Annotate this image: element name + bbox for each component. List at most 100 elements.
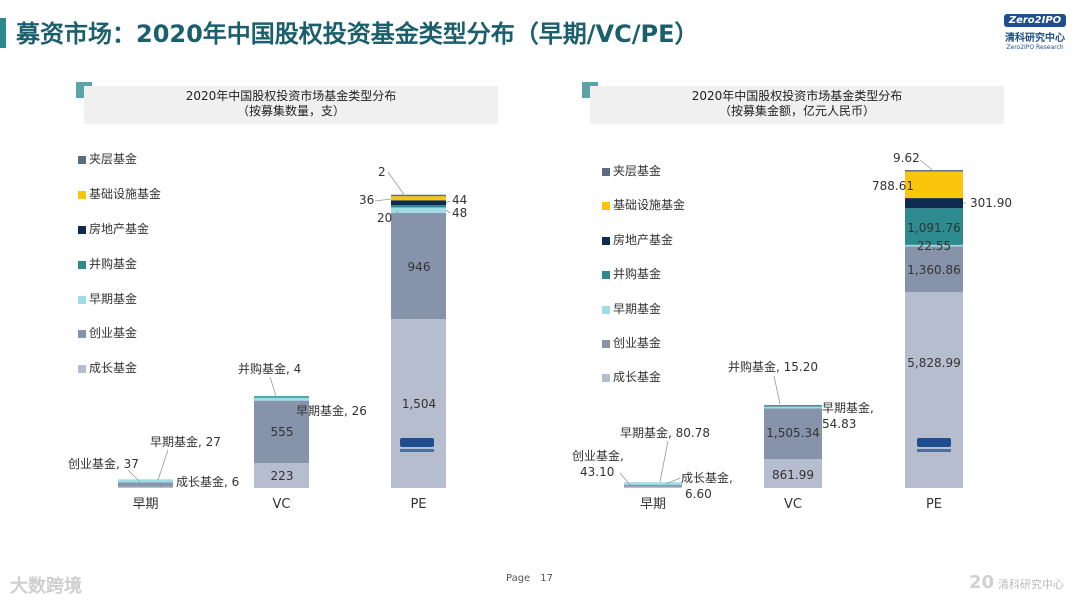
- data-label: 并购基金, 4: [238, 361, 301, 376]
- pe-bar-logo-left-sub: [400, 449, 434, 452]
- data-label: 早期基金, 27: [150, 434, 221, 449]
- logo-en-text: Zero2IPO Research: [1006, 44, 1064, 51]
- bar-segment: [118, 486, 173, 488]
- data-label: 861.99: [772, 468, 814, 482]
- pe-bar-logo-right-sub: [917, 449, 951, 452]
- data-label: 创业基金,: [572, 448, 624, 463]
- page-label: Page: [506, 573, 531, 584]
- data-label: 20: [377, 211, 392, 225]
- leader-line: [817, 407, 821, 411]
- legend-item: 基础设施基金: [78, 185, 161, 202]
- legend-item: 早期基金: [602, 300, 661, 317]
- data-label: 6.60: [685, 487, 712, 501]
- bar-segment: [391, 212, 446, 320]
- data-label: 223: [271, 469, 294, 483]
- x-tick-label: PE: [410, 497, 426, 512]
- data-label: 555: [271, 425, 294, 439]
- chart-right-subtitle: （按募集金额，亿元人民币）: [718, 104, 875, 118]
- bar-segment: [254, 462, 309, 488]
- x-tick-label: PE: [926, 497, 942, 512]
- data-label: 2: [378, 165, 386, 179]
- x-tick-label: 早期: [640, 497, 666, 512]
- bar-segment: [254, 396, 309, 398]
- page-title: 募资市场：2020年中国股权投资基金类型分布（早期/VC/PE）: [16, 20, 699, 48]
- page-number: 17: [540, 573, 553, 584]
- bar-segment: [905, 171, 963, 199]
- legend-item: 早期基金: [78, 290, 137, 307]
- panel-right-header: 2020年中国股权投资市场基金类型分布 （按募集金额，亿元人民币）: [590, 86, 1004, 124]
- bar-segment: [391, 196, 446, 201]
- bar-segment: [905, 244, 963, 247]
- data-label: 早期基金, 26: [296, 403, 367, 418]
- data-label: 54.83: [822, 417, 856, 431]
- zero2ipo-logo: Zero2IPO 清科研究中心 Zero2IPO Research: [1004, 14, 1066, 51]
- x-tick-label: VC: [273, 497, 291, 512]
- footer-page: Page 17: [506, 573, 553, 584]
- data-label: 9.62: [893, 151, 920, 165]
- leader-line: [127, 469, 141, 483]
- leader-line: [619, 472, 631, 486]
- bar-segment: [254, 397, 309, 401]
- bar-segment: [764, 408, 822, 460]
- legend-item: 创业基金: [602, 334, 661, 351]
- logo-cn-text: 清科研究中心: [1005, 33, 1065, 44]
- bar-segment: [905, 198, 963, 209]
- legend-item: 基础设施基金: [602, 196, 685, 213]
- leader-line: [773, 375, 781, 405]
- leader-line: [445, 200, 451, 204]
- leader-line: [391, 210, 399, 219]
- leader-line: [157, 449, 169, 481]
- data-label: 1,504: [402, 397, 436, 411]
- legend-item: 夹层基金: [602, 162, 661, 179]
- legend-item: 并购基金: [602, 265, 661, 282]
- data-label: 成长基金, 6: [176, 474, 239, 489]
- bar-segment: [764, 459, 822, 488]
- data-label: 并购基金, 15.20: [728, 359, 818, 374]
- data-label: 36: [359, 193, 374, 207]
- data-label: 早期基金, 80.78: [620, 425, 710, 440]
- bar-segment: [391, 205, 446, 208]
- bar-segment: [624, 482, 682, 485]
- data-label: 1,091.76: [907, 221, 960, 235]
- legend-item: 并购基金: [78, 255, 137, 272]
- bar-segment: [905, 292, 963, 488]
- leader-line: [269, 376, 277, 397]
- panel-left-header: 2020年中国股权投资市场基金类型分布 （按募集数量，支）: [84, 86, 498, 124]
- bar-segment: [391, 207, 446, 213]
- footer-right-mark: 20: [968, 572, 994, 593]
- leader-line: [374, 198, 392, 202]
- data-label: 22.55: [917, 239, 951, 253]
- legend-item: 房地产基金: [78, 220, 149, 237]
- legend-item: 成长基金: [78, 359, 137, 376]
- bar-segment: [254, 400, 309, 463]
- chart-left-subtitle: （按募集数量，支）: [236, 104, 345, 118]
- data-label: 早期基金,: [822, 400, 874, 415]
- bar-segment: [905, 246, 963, 293]
- footer-left-brand: 大数跨境: [10, 576, 82, 597]
- data-label: 1,505.34: [766, 426, 819, 440]
- data-label: 成长基金,: [681, 470, 733, 485]
- bar-segment: [764, 405, 822, 407]
- legend-item: 夹层基金: [78, 150, 137, 167]
- x-tick-label: VC: [784, 497, 802, 512]
- logo-box-text: Zero2IPO: [1004, 14, 1066, 27]
- bar-segment: [764, 406, 822, 409]
- data-label: 788.61: [872, 179, 914, 193]
- data-label: 5,828.99: [907, 356, 960, 370]
- bar-segment: [118, 479, 173, 483]
- bar-segment: [391, 194, 446, 197]
- bar-segment: [905, 208, 963, 245]
- bar-segment: [391, 200, 446, 206]
- leader-line: [659, 440, 669, 483]
- bar-segment: [391, 319, 446, 488]
- data-label: 1,360.86: [907, 263, 960, 277]
- leader-line: [665, 477, 681, 485]
- bar-segment: [624, 486, 682, 488]
- leader-line: [159, 482, 174, 488]
- x-tick-label: 早期: [132, 497, 158, 512]
- title-accent-bar: [0, 18, 6, 48]
- leader-line: [387, 171, 406, 197]
- leader-line: [919, 159, 936, 173]
- leader-line: [293, 400, 301, 412]
